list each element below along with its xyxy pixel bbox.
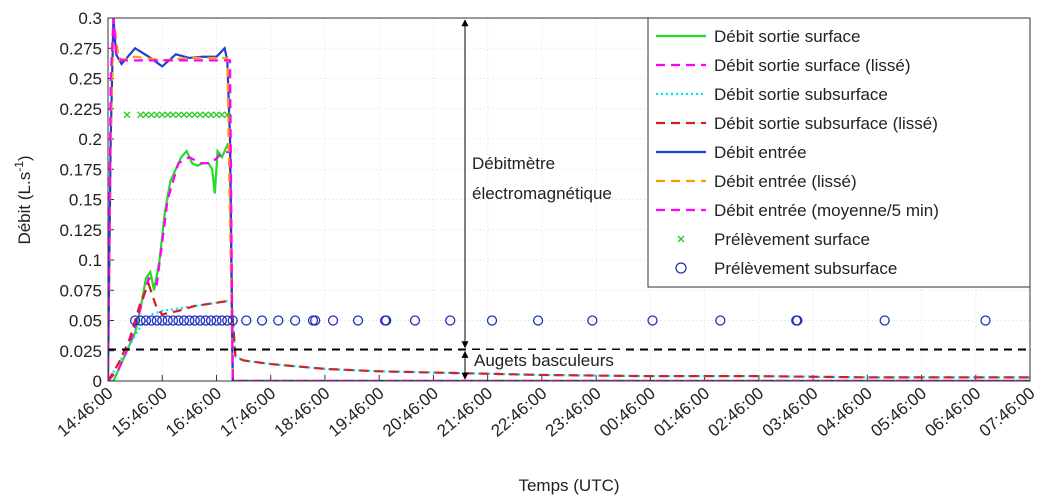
marker: [178, 315, 190, 326]
marker: [980, 315, 991, 326]
marker: [146, 315, 157, 326]
marker: [587, 315, 598, 326]
y-label-text: Débit (L.s: [15, 172, 34, 245]
legend-label: Prélèvement surface: [714, 230, 870, 249]
marker: [191, 111, 199, 119]
y-tick-label: 0: [93, 372, 102, 391]
marker: [137, 111, 145, 119]
plot-area: [108, 18, 1030, 381]
series-line: [108, 300, 1030, 381]
y-tick-label: 0.3: [78, 9, 102, 28]
y-tick-label: 0.275: [59, 39, 102, 58]
y-tick-label: 0.1: [78, 251, 102, 270]
marker: [153, 111, 161, 119]
x-axis-label: Temps (UTC): [518, 476, 619, 495]
marker: [532, 315, 544, 326]
y-tick-label: 0.225: [59, 100, 102, 119]
marker: [200, 315, 211, 326]
marker: [185, 111, 193, 119]
y-tick-label: 0.15: [69, 191, 102, 210]
marker: [218, 111, 226, 119]
y-tick-label: 0.125: [59, 221, 102, 240]
marker: [147, 111, 155, 119]
legend-label: Débit sortie subsurface (lissé): [714, 114, 938, 133]
y-tick-label: 0.05: [69, 312, 102, 331]
marker: [222, 315, 233, 326]
marker: [289, 315, 301, 326]
marker: [227, 315, 238, 326]
marker: [310, 315, 321, 326]
marker: [129, 315, 141, 326]
legend-label: Débit sortie surface (lissé): [714, 56, 911, 75]
y-label-sup: -1: [12, 161, 26, 172]
marker: [173, 315, 184, 326]
marker: [223, 111, 231, 119]
marker: [211, 315, 222, 326]
marker: [879, 315, 890, 326]
marker: [409, 315, 421, 326]
marker: [207, 111, 215, 119]
y-tick-label: 0.25: [69, 70, 102, 89]
y-tick-label: 0.175: [59, 160, 102, 179]
marker: [256, 315, 268, 326]
marker: [327, 315, 339, 326]
marker: [273, 315, 284, 326]
marker: [445, 315, 456, 326]
legend-swatch: [677, 235, 685, 243]
marker: [792, 315, 803, 326]
series-line: [108, 18, 1030, 381]
marker: [216, 315, 228, 326]
marker: [140, 315, 152, 326]
marker: [195, 315, 206, 326]
marker: [715, 315, 726, 326]
marker: [158, 111, 166, 119]
y-axis-label: Débit (L.s-1): [12, 155, 34, 244]
legend-label: Débit entrée (moyenne/5 min): [714, 201, 939, 220]
marker: [123, 111, 131, 119]
marker: [381, 315, 392, 326]
marker: [241, 315, 252, 326]
marker: [352, 315, 364, 326]
marker: [135, 315, 146, 326]
legend-label: Débit entrée (lissé): [714, 172, 857, 191]
marker: [162, 315, 173, 326]
legend-label: Débit sortie subsurface: [714, 85, 888, 104]
legend-box: [647, 17, 1031, 288]
y-tick-label: 0.025: [59, 342, 102, 361]
marker: [647, 315, 658, 326]
marker: [175, 111, 182, 119]
annotation: Augets basculeurs: [474, 351, 614, 370]
marker: [184, 315, 195, 326]
marker: [151, 315, 162, 326]
legend-label: Débit entrée: [714, 143, 807, 162]
marker: [167, 315, 179, 326]
marker: [189, 315, 200, 326]
y-label-end: ): [15, 155, 34, 161]
annotation-bg: [472, 350, 622, 370]
marker: [180, 111, 188, 119]
marker: [169, 111, 177, 119]
legend-label: Prélèvement subsurface: [714, 259, 897, 278]
annotation: Débitmètre: [472, 154, 555, 173]
y-tick-label: 0.075: [59, 281, 102, 300]
marker: [486, 315, 498, 326]
series-line: [108, 149, 1030, 381]
marker: [196, 111, 204, 119]
legend-swatch: [675, 262, 687, 274]
marker: [142, 111, 150, 119]
marker: [157, 315, 168, 326]
annotation: électromagnétique: [472, 184, 612, 203]
marker: [164, 111, 172, 119]
y-tick-label: 0.2: [78, 130, 102, 149]
marker: [213, 111, 220, 119]
marker: [205, 315, 217, 326]
marker: [202, 111, 210, 119]
legend-label: Débit sortie surface: [714, 27, 860, 46]
